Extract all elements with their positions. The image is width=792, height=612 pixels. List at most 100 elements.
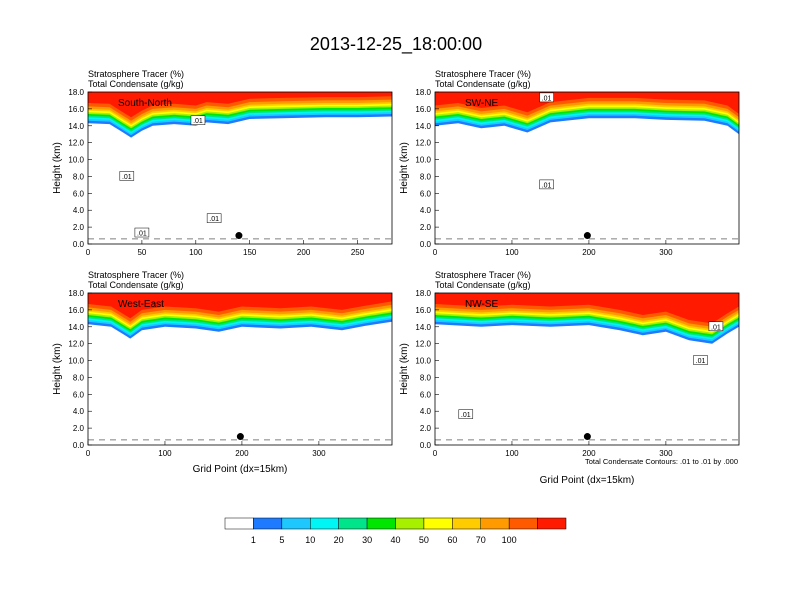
- y-tick-label: 12.0: [415, 139, 431, 148]
- colorbar-swatch: [423, 517, 453, 530]
- colorbar-swatch: [395, 517, 425, 530]
- colorbar-swatch: [508, 517, 538, 530]
- contour-label-box: [190, 115, 206, 125]
- y-tick-label: 18.0: [68, 289, 84, 298]
- colorbar-label: 5: [279, 535, 284, 545]
- y-tick-label: 8.0: [73, 373, 85, 382]
- y-tick-label: 18.0: [68, 88, 84, 97]
- location-marker: [583, 232, 591, 240]
- panel-title-tracer: Stratosphere Tracer (%): [435, 69, 531, 79]
- y-axis-label: Height (km): [52, 142, 63, 194]
- x-tick-label: 200: [582, 449, 596, 458]
- x-tick-label: 200: [235, 449, 249, 458]
- colorbar-label: 70: [476, 535, 486, 545]
- contour-label: .01: [711, 324, 721, 331]
- y-tick-label: 10.0: [415, 357, 431, 366]
- y-tick-label: 2.0: [73, 424, 85, 433]
- colorbar-swatch: [338, 517, 368, 530]
- tracer-band-10: [88, 293, 392, 319]
- cross-section-label: NW-SE: [465, 299, 498, 310]
- y-axis-label: Height (km): [399, 142, 410, 194]
- x-tick-label: 0: [433, 449, 438, 458]
- colorbar-swatch: [366, 517, 396, 530]
- x-tick-label: 0: [86, 248, 91, 257]
- panel-title-condensate: Total Condensate (g/kg): [88, 79, 184, 89]
- colorbar-label: 30: [362, 535, 372, 545]
- x-tick-label: 100: [505, 248, 519, 257]
- contour-label: .01: [696, 358, 706, 365]
- y-tick-label: 8.0: [420, 172, 432, 181]
- x-tick-label: 300: [659, 248, 673, 257]
- y-tick-label: 0.0: [73, 240, 85, 249]
- y-tick-label: 18.0: [415, 88, 431, 97]
- x-tick-label: 150: [243, 248, 257, 257]
- y-tick-label: 8.0: [420, 373, 432, 382]
- location-marker: [236, 433, 244, 441]
- panel-title-condensate: Total Condensate (g/kg): [435, 280, 531, 290]
- colorbar-swatch: [281, 517, 311, 530]
- y-tick-label: 6.0: [420, 189, 432, 198]
- panel-west-east: Stratosphere Tracer (%)Total Condensate …: [52, 270, 393, 475]
- y-tick-label: 0.0: [420, 240, 432, 249]
- x-tick-label: 0: [433, 248, 438, 257]
- y-tick-label: 12.0: [68, 139, 84, 148]
- y-tick-label: 16.0: [415, 105, 431, 114]
- panel-title-tracer: Stratosphere Tracer (%): [88, 69, 184, 79]
- colorbar-swatch: [452, 517, 482, 530]
- y-tick-label: 8.0: [73, 172, 85, 181]
- contour-label-box: [458, 409, 474, 419]
- tracer-band-10: [435, 293, 739, 324]
- colorbar-label: 100: [502, 535, 517, 545]
- colorbar-swatch: [224, 517, 254, 530]
- y-axis-label: Height (km): [52, 343, 63, 395]
- y-tick-label: 14.0: [68, 122, 84, 131]
- y-tick-label: 4.0: [73, 206, 85, 215]
- x-tick-label: 100: [189, 248, 203, 257]
- x-tick-label: 200: [297, 248, 311, 257]
- colorbar-label: 60: [447, 535, 457, 545]
- y-tick-label: 2.0: [420, 223, 432, 232]
- contour-label-box: [708, 321, 724, 332]
- y-tick-label: 12.0: [415, 340, 431, 349]
- colorbar-swatch: [537, 517, 567, 530]
- x-tick-label: 100: [505, 449, 519, 458]
- y-tick-label: 4.0: [420, 206, 432, 215]
- colorbar-label: 40: [390, 535, 400, 545]
- colorbar-label: 10: [305, 535, 315, 545]
- cross-section-label: West-East: [118, 299, 164, 310]
- colorbar: 1 5 10 20 30 40 50 60 70 100: [224, 517, 567, 545]
- contour-label: .01: [542, 182, 552, 189]
- y-tick-label: 14.0: [415, 122, 431, 131]
- x-tick-label: 300: [659, 449, 673, 458]
- colorbar-swatch: [480, 517, 510, 530]
- cross-section-label: SW-NE: [465, 98, 498, 109]
- panel-title-tracer: Stratosphere Tracer (%): [435, 270, 531, 280]
- contour-label-box: [206, 213, 222, 223]
- panel-title-condensate: Total Condensate (g/kg): [435, 79, 531, 89]
- tracer-band-10: [435, 92, 739, 114]
- x-tick-label: 0: [86, 449, 91, 458]
- contour-label: .01: [542, 95, 552, 102]
- y-tick-label: 14.0: [68, 323, 84, 332]
- panel-title-tracer: Stratosphere Tracer (%): [88, 270, 184, 280]
- panel-sw-ne: Stratosphere Tracer (%)Total Condensate …: [399, 69, 740, 257]
- y-tick-label: 4.0: [73, 407, 85, 416]
- y-tick-label: 4.0: [420, 407, 432, 416]
- contour-label: .01: [209, 216, 219, 223]
- y-tick-label: 0.0: [420, 441, 432, 450]
- y-tick-label: 10.0: [68, 357, 84, 366]
- colorbar-label: 20: [334, 535, 344, 545]
- panel-south-north: Stratosphere Tracer (%)Total Condensate …: [52, 69, 393, 257]
- y-tick-label: 10.0: [68, 156, 84, 165]
- contour-label: .01: [122, 174, 132, 181]
- y-tick-label: 6.0: [73, 390, 85, 399]
- panel-nw-se: Stratosphere Tracer (%)Total Condensate …: [399, 270, 740, 486]
- contour-label-box: [119, 171, 135, 181]
- location-marker: [235, 232, 243, 240]
- y-tick-label: 6.0: [73, 189, 85, 198]
- cross-section-label: South-North: [118, 98, 172, 109]
- x-tick-label: 50: [137, 248, 146, 257]
- y-tick-label: 16.0: [68, 306, 84, 315]
- colorbar-label: 1: [251, 535, 256, 545]
